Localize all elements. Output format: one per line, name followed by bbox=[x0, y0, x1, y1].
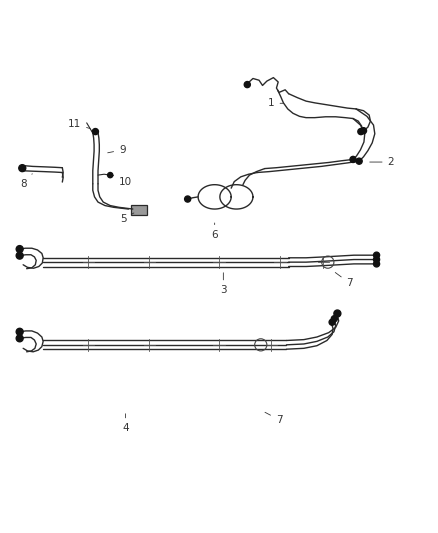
Text: 10: 10 bbox=[113, 175, 132, 187]
Circle shape bbox=[19, 165, 26, 172]
Circle shape bbox=[374, 261, 380, 267]
Circle shape bbox=[374, 256, 380, 263]
FancyBboxPatch shape bbox=[131, 205, 147, 215]
Circle shape bbox=[334, 310, 341, 317]
Circle shape bbox=[329, 319, 335, 325]
Circle shape bbox=[92, 128, 99, 135]
Circle shape bbox=[244, 82, 251, 87]
Circle shape bbox=[358, 128, 364, 135]
Circle shape bbox=[331, 316, 337, 322]
Circle shape bbox=[16, 252, 23, 259]
Text: 11: 11 bbox=[68, 119, 90, 129]
Circle shape bbox=[360, 128, 367, 134]
Text: 6: 6 bbox=[212, 223, 218, 240]
Text: 7: 7 bbox=[265, 413, 283, 425]
Circle shape bbox=[374, 252, 380, 258]
Text: 8: 8 bbox=[21, 174, 32, 189]
Text: 2: 2 bbox=[370, 157, 394, 167]
Circle shape bbox=[350, 156, 356, 163]
Circle shape bbox=[108, 173, 113, 177]
Text: 7: 7 bbox=[335, 272, 353, 288]
Circle shape bbox=[185, 196, 191, 202]
Text: 3: 3 bbox=[220, 273, 226, 295]
Text: 5: 5 bbox=[120, 213, 134, 224]
Text: 4: 4 bbox=[122, 414, 129, 433]
Text: 9: 9 bbox=[108, 145, 126, 155]
Circle shape bbox=[16, 246, 23, 253]
Circle shape bbox=[16, 335, 23, 342]
Circle shape bbox=[356, 158, 362, 164]
Circle shape bbox=[16, 328, 23, 335]
Text: 1: 1 bbox=[268, 98, 284, 108]
